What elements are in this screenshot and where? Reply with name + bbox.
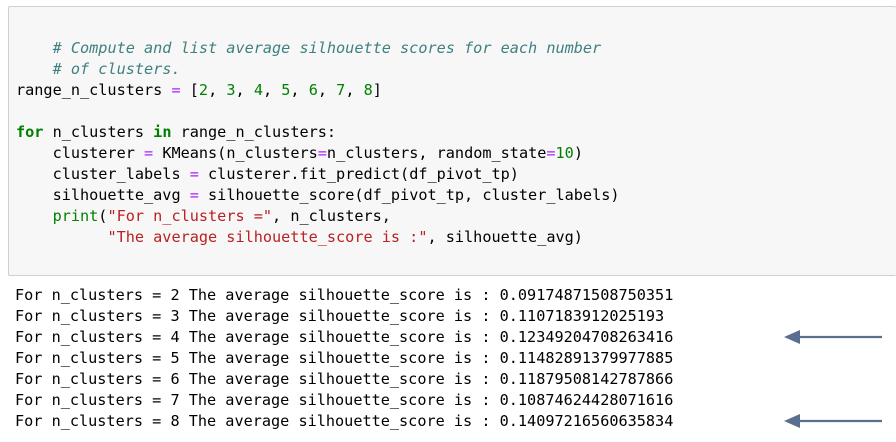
output-line: For n_clusters = 2 The average silhouett… bbox=[15, 286, 674, 304]
indent bbox=[16, 228, 107, 246]
comment-line-1: # Compute and list average silhouette sc… bbox=[16, 17, 602, 57]
code-text: silhouette_avg bbox=[16, 186, 190, 204]
random-state-value: 10 bbox=[555, 144, 574, 162]
range-value: 8 bbox=[363, 81, 373, 99]
loop-iterable: range_n_clusters: bbox=[171, 123, 337, 141]
code-text: ) bbox=[573, 144, 583, 162]
comment-text: # Compute and list average silhouette sc… bbox=[52, 39, 602, 57]
code-text: clusterer bbox=[16, 144, 145, 162]
code-cell[interactable]: # Compute and list average silhouette sc… bbox=[8, 6, 896, 276]
code-text: n_clusters, random_state bbox=[326, 144, 547, 162]
assign-operator: = bbox=[189, 186, 199, 204]
range-value: 5 bbox=[281, 81, 291, 99]
code-text: clusterer.fit_predict(df_pivot_tp) bbox=[198, 165, 519, 183]
range-value: 3 bbox=[226, 81, 236, 99]
code-text: KMeans(n_clusters bbox=[153, 144, 318, 162]
in-keyword: in bbox=[153, 123, 172, 141]
string-literal: "For n_clusters =" bbox=[107, 207, 273, 225]
for-loop-line: for n_clusters in range_n_clusters: bbox=[16, 122, 336, 143]
code-text: silhouette_score(df_pivot_tp, cluster_la… bbox=[198, 186, 620, 204]
print-line-2: "The average silhouette_score is :", sil… bbox=[16, 227, 583, 248]
cluster-labels-line: cluster_labels = clusterer.fit_predict(d… bbox=[16, 164, 519, 185]
code-text: , silhouette_avg) bbox=[427, 228, 583, 246]
assign-operator: = bbox=[317, 144, 327, 162]
range-value: 7 bbox=[336, 81, 346, 99]
assign-operator: = bbox=[189, 165, 199, 183]
silhouette-avg-line: silhouette_avg = silhouette_score(df_piv… bbox=[16, 185, 620, 206]
output-line: For n_clusters = 6 The average silhouett… bbox=[15, 370, 674, 388]
output-line: For n_clusters = 7 The average silhouett… bbox=[15, 391, 674, 409]
comment-line-2: # of clusters. bbox=[16, 38, 181, 78]
print-builtin: print bbox=[52, 207, 99, 225]
left-arrow-icon bbox=[784, 414, 882, 428]
for-keyword: for bbox=[16, 123, 44, 141]
string-literal: "The average silhouette_score is :" bbox=[107, 228, 428, 246]
range-value: 6 bbox=[308, 81, 318, 99]
range-assignment-line: range_n_clusters = [2, 3, 4, 5, 6, 7, 8] bbox=[16, 81, 382, 99]
code-text: cluster_labels bbox=[16, 165, 190, 183]
list-close-bracket: ] bbox=[372, 81, 382, 99]
print-line-1: print("For n_clusters =", n_clusters, bbox=[16, 206, 391, 227]
output-line: For n_clusters = 8 The average silhouett… bbox=[15, 412, 674, 430]
output-line: For n_clusters = 3 The average silhouett… bbox=[15, 307, 665, 325]
assign-operator: = bbox=[144, 144, 154, 162]
left-arrow-icon bbox=[784, 330, 882, 344]
range-value: 2 bbox=[198, 81, 209, 99]
range-value: 4 bbox=[253, 81, 263, 99]
output-line: For n_clusters = 5 The average silhouett… bbox=[15, 349, 674, 367]
loop-variable: n_clusters bbox=[43, 123, 154, 141]
clusterer-line: clusterer = KMeans(n_clusters=n_clusters… bbox=[16, 143, 583, 164]
code-text: , n_clusters, bbox=[272, 207, 391, 225]
list-open-bracket: [ bbox=[189, 81, 199, 99]
output-line: For n_clusters = 4 The average silhouett… bbox=[15, 328, 674, 346]
assign-operator: = bbox=[546, 144, 556, 162]
assign-operator: = bbox=[162, 81, 190, 99]
paren-open: ( bbox=[98, 207, 108, 225]
range-variable: range_n_clusters bbox=[16, 81, 163, 99]
indent bbox=[16, 207, 53, 225]
comment-text: # of clusters. bbox=[52, 60, 181, 78]
